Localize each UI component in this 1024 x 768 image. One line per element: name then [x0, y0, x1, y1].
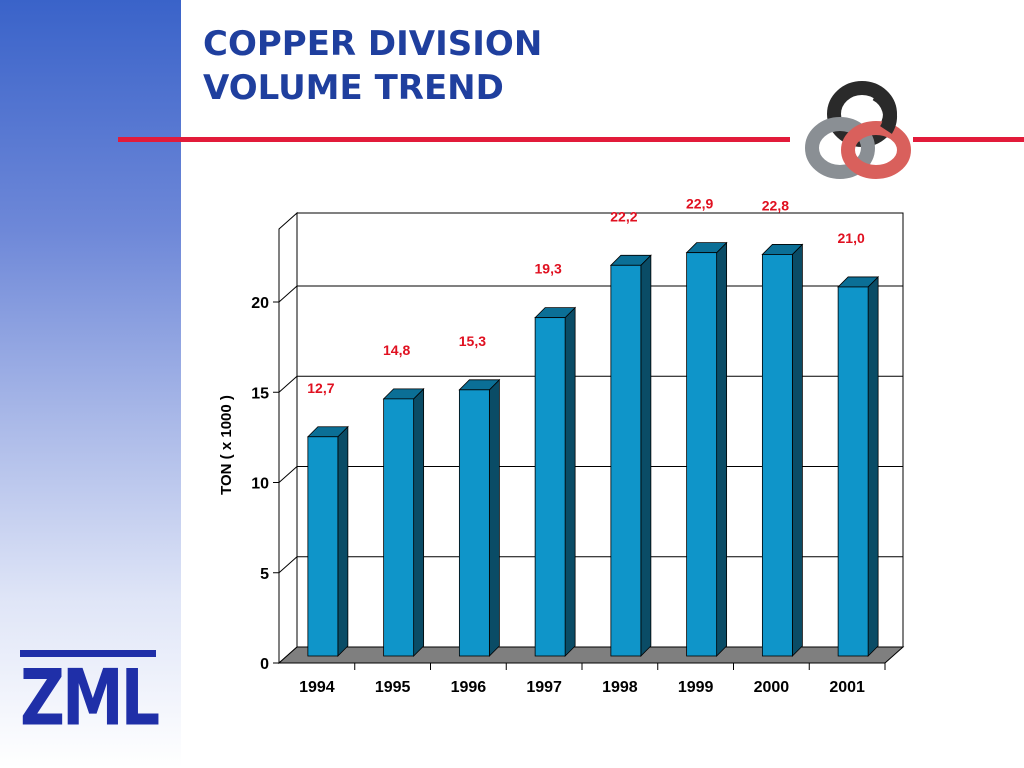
x-axis-ticks: 1994 1995 1996 1997 1998 1999 2000 2001	[279, 662, 886, 696]
data-label: 15,3	[459, 333, 486, 349]
bar-side	[716, 241, 728, 657]
y-tick-label: 15	[251, 385, 269, 402]
data-label: 19,3	[535, 261, 562, 277]
x-tick-label: 1995	[375, 679, 411, 696]
gridline-side	[278, 556, 298, 574]
y-axis-ticks: 0 5 10 15 20	[251, 295, 279, 673]
page-title: COPPER DIVISION VOLUME TREND	[203, 22, 542, 110]
x-tick-label: 1994	[299, 679, 335, 696]
bar	[761, 254, 793, 657]
data-label: 12,7	[307, 380, 334, 396]
data-label: 22,8	[762, 197, 789, 213]
data-label: 22,2	[610, 208, 637, 224]
borromean-rings-logo	[805, 81, 911, 179]
x-tick-label: 1999	[678, 679, 714, 696]
data-label: 21,0	[838, 230, 865, 246]
x-tick-label: 1997	[526, 679, 562, 696]
bar	[610, 264, 642, 657]
bar	[686, 252, 718, 657]
title-rule-left	[118, 137, 790, 142]
bar-side	[791, 243, 803, 657]
x-tick-label: 2000	[754, 679, 790, 696]
y-tick-label: 5	[260, 566, 269, 583]
bar	[383, 398, 415, 657]
x-tick-label: 1998	[602, 679, 638, 696]
logo-text: ZML	[20, 652, 160, 744]
bar-side	[867, 275, 879, 657]
x-tick-label: 1996	[451, 679, 487, 696]
bar-side	[488, 378, 500, 657]
gridline-side	[278, 375, 298, 393]
y-tick-label: 10	[251, 476, 269, 493]
x-tick-label: 2001	[829, 679, 865, 696]
sidebar-gradient	[0, 0, 181, 768]
volume-bar-chart: 0 5 10 15 20 12,7 14,8 15,3 19,3 22,2 22,9 22,8 21,…	[218, 196, 905, 696]
data-label: 14,8	[383, 342, 410, 358]
bar	[837, 286, 869, 657]
gridline-side	[278, 285, 298, 303]
y-tick-label: 0	[260, 656, 269, 673]
chart-floor-outline	[277, 646, 905, 664]
data-label: 22,9	[686, 196, 713, 212]
bar-side	[337, 425, 349, 657]
y-axis-label: TON ( x 1000 )	[218, 395, 235, 495]
logo-bar	[20, 650, 156, 657]
chart-data-labels: 12,7 14,8 15,3 19,3 22,2 22,9 22,8 21,0	[307, 196, 865, 396]
chart-grid	[277, 211, 905, 665]
bar-side	[564, 306, 576, 657]
gridline-side	[278, 466, 298, 483]
bar-side	[640, 254, 652, 657]
bar	[458, 389, 490, 657]
bar	[534, 317, 566, 657]
title-rule-right	[913, 137, 1024, 142]
title-line-1: COPPER DIVISION	[203, 24, 543, 64]
y-tick-label: 20	[251, 295, 269, 312]
bar-side	[413, 387, 425, 657]
chart-side-wall	[278, 211, 298, 665]
title-line-2: VOLUME TREND	[203, 68, 504, 108]
bar	[307, 436, 339, 657]
zml-logo: ZML	[20, 650, 160, 743]
chart-bars	[306, 241, 880, 657]
